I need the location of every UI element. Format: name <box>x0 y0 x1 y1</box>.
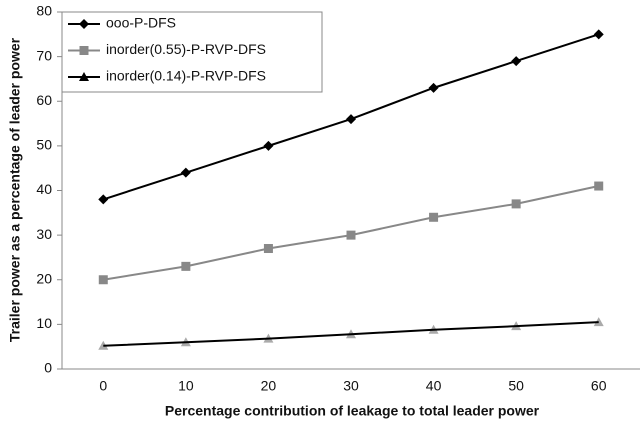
x-axis-label: Percentage contribution of leakage to to… <box>165 403 540 419</box>
legend-marker <box>79 46 89 55</box>
series-line <box>103 185 599 281</box>
legend: ooo-P-DFS inorder(0.55)-P-RVP-DFS inorder(… <box>61 11 323 93</box>
legend-label: ooo-P-DFS <box>106 15 176 31</box>
x-tick-label: 20 <box>261 378 277 394</box>
y-axis-label: Trailer power as a percentage of leader … <box>7 37 23 342</box>
x-tick-label: 50 <box>508 378 524 394</box>
x-tick-label: 40 <box>426 378 442 394</box>
legend-label: inorder(0.55)-P-RVP-DFS <box>106 41 266 57</box>
legend-marker <box>79 72 89 81</box>
y-tick-label: 20 <box>36 270 52 286</box>
series-line <box>103 321 599 347</box>
y-tick-label: 70 <box>36 47 52 63</box>
y-tick-label: 60 <box>36 92 52 108</box>
x-tick-label: 0 <box>99 378 107 394</box>
y-tick-label: 50 <box>36 137 52 153</box>
marker <box>593 317 604 327</box>
y-tick-label: 10 <box>36 315 52 331</box>
series-line <box>102 33 600 201</box>
x-tick-label: 10 <box>178 378 194 394</box>
x-tick-label: 30 <box>343 378 359 394</box>
legend-box <box>61 11 323 93</box>
y-tick-label: 40 <box>36 181 52 197</box>
y-tick-label: 30 <box>36 226 52 242</box>
legend-marker <box>79 19 89 29</box>
legend-label: inorder(0.14)-P-RVP-DFS <box>106 68 266 84</box>
x-tick-label: 60 <box>591 378 607 394</box>
y-tick-label: 80 <box>36 3 52 19</box>
y-tick-label: 0 <box>44 360 52 376</box>
